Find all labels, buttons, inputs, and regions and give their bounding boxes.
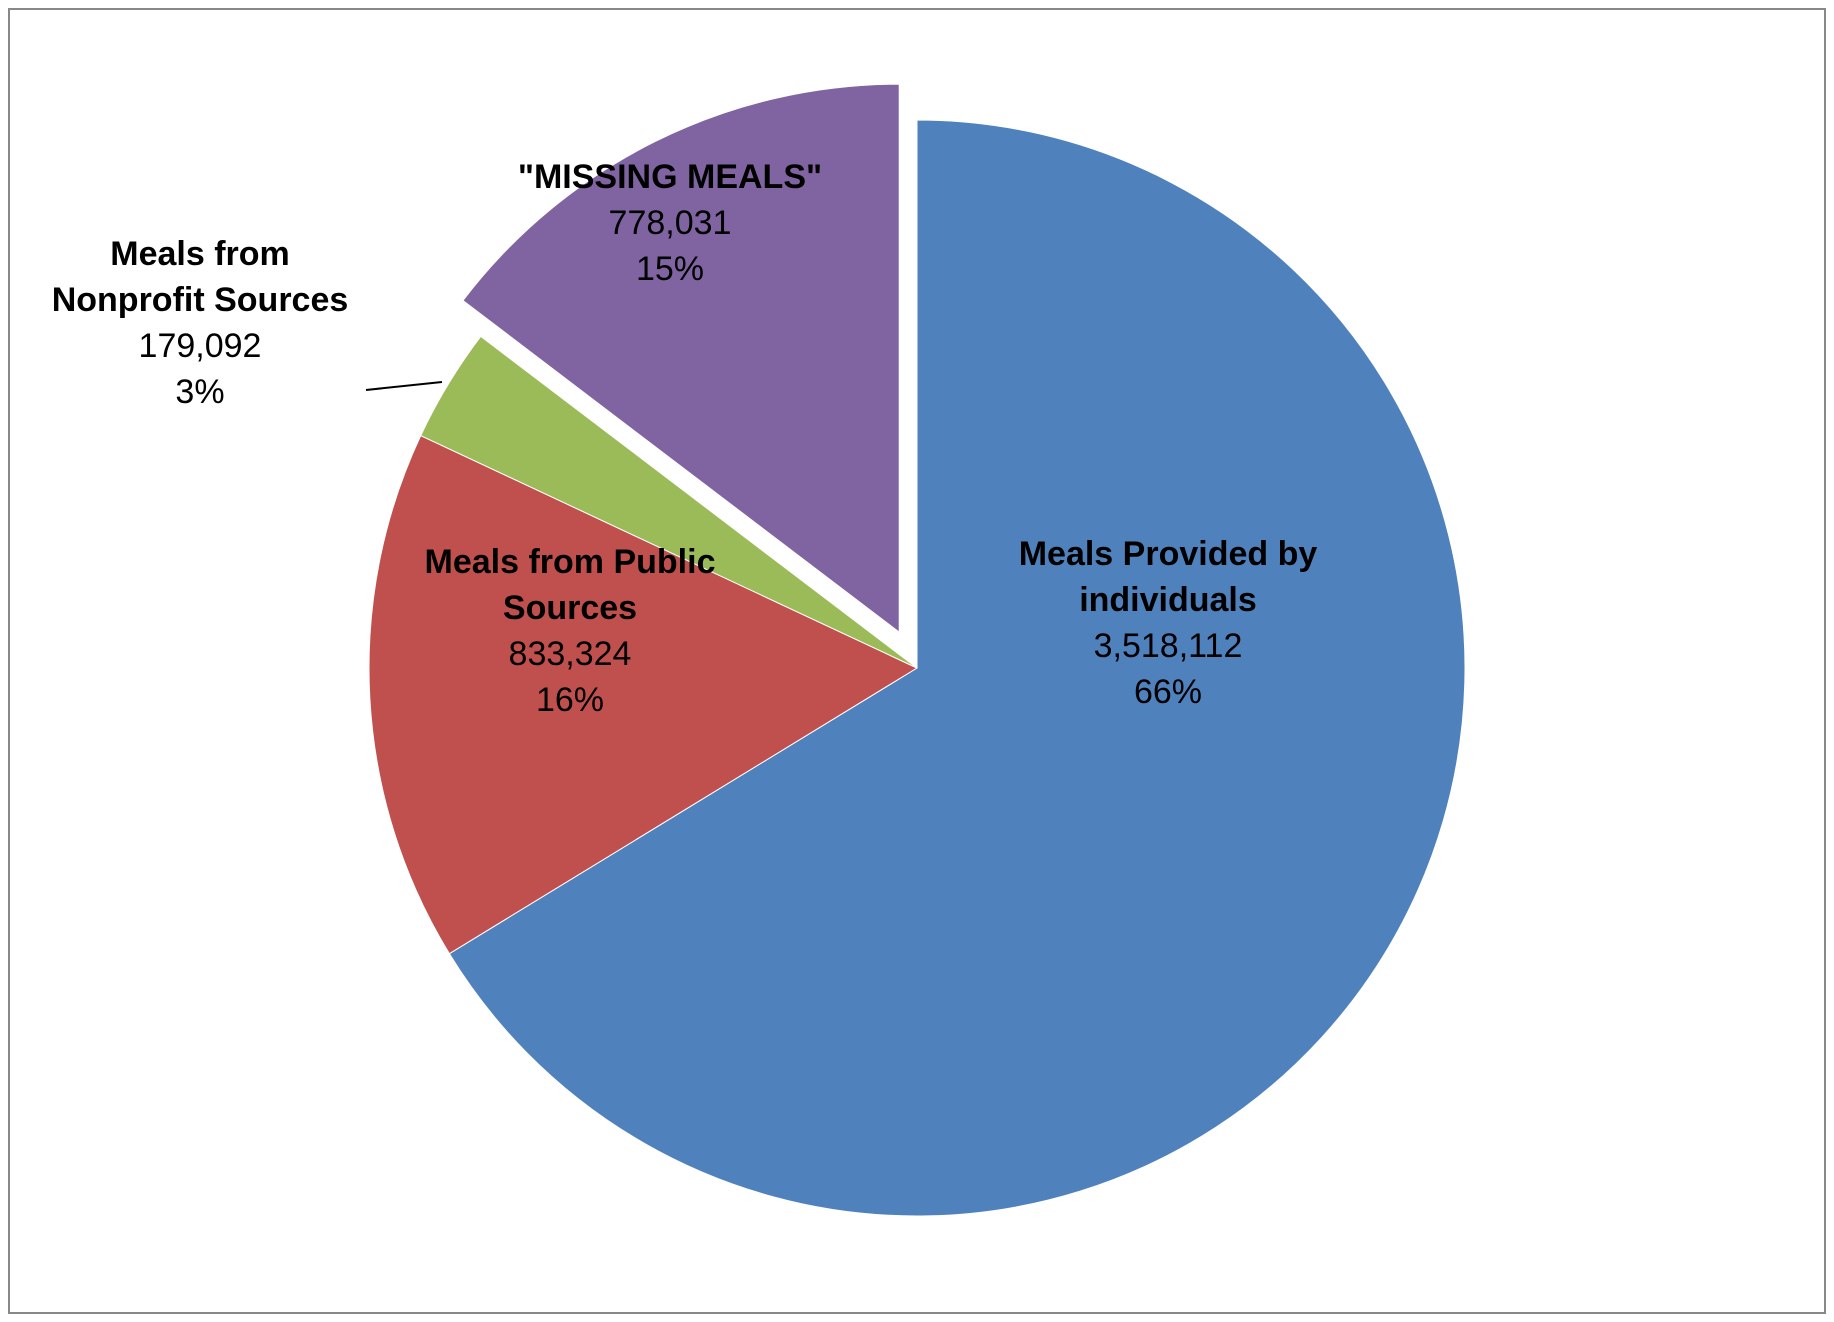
slice-3-name-label: Meals from: [110, 235, 290, 273]
slice-2-percent-label: 16%: [536, 681, 604, 719]
pie-slice-2: [368, 434, 919, 955]
slice-3-name-label: Nonprofit Sources: [52, 281, 349, 319]
slice-1-percent-label: 66%: [1134, 673, 1202, 711]
slice-2-name-label: Meals from Public: [425, 543, 716, 581]
slice-3-value-label: 179,092: [139, 327, 262, 365]
leader-line-3: [365, 381, 443, 391]
slice-label-2: Meals from Public Sources 833,324 16%: [425, 543, 716, 719]
slice-3-percent-label: 3%: [175, 373, 224, 411]
pie-slice-3: [420, 335, 918, 669]
slice-2-value-label: 833,324: [509, 635, 632, 673]
slice-label-3: Meals from Nonprofit Sources 179,092 3%: [52, 235, 349, 411]
slice-4-percent-label: 15%: [636, 250, 704, 288]
slice-4-value-label: 778,031: [609, 204, 732, 242]
slice-1-name-label: individuals: [1079, 581, 1257, 619]
pie-slices: [368, 83, 1466, 1217]
slice-labels: Meals Provided by individuals 3,518,112 66%…: [52, 158, 1318, 719]
slice-label-4: "MISSING MEALS" 778,031 15%: [518, 158, 822, 288]
pie-slice-4: [462, 83, 900, 634]
slice-2-name-label: Sources: [503, 589, 637, 627]
leader-lines: [365, 381, 443, 391]
slice-4-name-label: "MISSING MEALS": [518, 158, 822, 196]
slice-1-name-label: Meals Provided by: [1019, 535, 1318, 573]
slice-1-value-label: 3,518,112: [1094, 627, 1243, 665]
pie-slice-1: [448, 119, 1466, 1217]
slice-label-1: Meals Provided by individuals 3,518,112 66%: [1019, 535, 1318, 711]
